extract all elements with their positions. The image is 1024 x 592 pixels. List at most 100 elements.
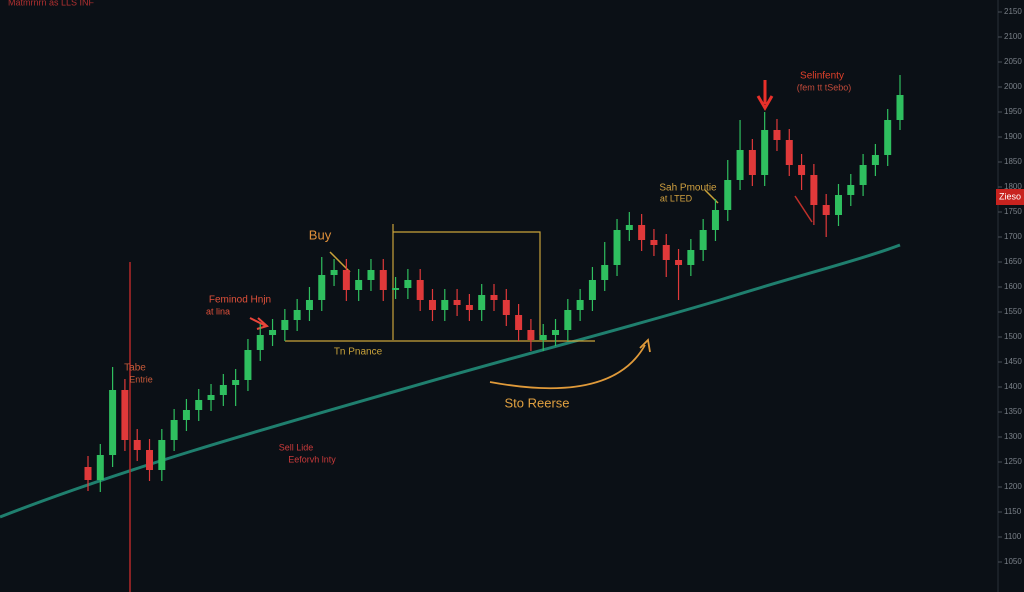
candle-body — [355, 280, 363, 290]
y-tick-label: 1250 — [1004, 457, 1022, 466]
annotation: Tn Pnance — [334, 347, 383, 358]
y-tick-label: 1150 — [1004, 507, 1022, 516]
candle-body — [871, 155, 879, 165]
candle-body — [84, 467, 92, 480]
y-tick-label: 1450 — [1004, 357, 1022, 366]
candle-body — [650, 240, 658, 245]
candle-body — [478, 295, 486, 310]
annotation: at lina — [206, 306, 230, 316]
annotation: Matmrnrn as LLS INF — [8, 0, 95, 7]
candle-body — [687, 250, 695, 265]
candle-body — [884, 120, 892, 155]
y-tick-label: 1850 — [1004, 157, 1022, 166]
candle-body — [305, 300, 313, 310]
annotation: Sto Reerse — [504, 395, 569, 410]
annotation: Selinfenty — [800, 71, 844, 82]
candle-body — [453, 300, 461, 305]
y-tick-label: 1550 — [1004, 307, 1022, 316]
candle-body — [859, 165, 867, 185]
annotation: Feminod Hnjn — [209, 295, 271, 306]
y-tick-label: 1500 — [1004, 332, 1022, 341]
y-tick-label: 2050 — [1004, 57, 1022, 66]
candle-body — [834, 195, 842, 215]
candle-body — [96, 455, 104, 480]
y-tick-label: 1200 — [1004, 482, 1022, 491]
candle-body — [330, 270, 338, 275]
candle-body — [847, 185, 855, 195]
candle-body — [798, 165, 806, 175]
y-tick-label: 1700 — [1004, 232, 1022, 241]
candle-body — [256, 335, 264, 350]
candle-body — [564, 310, 572, 330]
candle-body — [404, 280, 412, 288]
y-tick-label: 1050 — [1004, 557, 1022, 566]
candle-body — [662, 245, 670, 260]
candle-body — [170, 420, 178, 440]
candle-body — [539, 335, 547, 340]
candle-body — [527, 330, 535, 340]
candle-body — [515, 315, 523, 330]
y-tick-label: 1350 — [1004, 407, 1022, 416]
candle-body — [121, 390, 129, 440]
y-tick-label: 1650 — [1004, 257, 1022, 266]
candle-body — [748, 150, 756, 175]
candle-body — [490, 295, 498, 300]
candle-body — [416, 280, 424, 300]
candle-body — [207, 395, 215, 400]
candle-body — [552, 330, 560, 335]
candle-body — [785, 140, 793, 165]
candle-body — [810, 175, 818, 205]
price-label: Zieso — [999, 191, 1021, 201]
y-tick-label: 1950 — [1004, 107, 1022, 116]
candle-body — [822, 205, 830, 215]
candle-body — [392, 288, 400, 290]
annotation: Eeforvh lnty — [288, 454, 336, 464]
annotation: Buy — [309, 227, 332, 242]
candle-body — [182, 410, 190, 420]
candle-body — [711, 210, 719, 230]
candle-body — [195, 400, 203, 410]
candle-body — [367, 270, 375, 280]
candle-body — [232, 380, 240, 385]
price-label-bg — [996, 189, 1024, 205]
candle-body — [441, 300, 449, 310]
candle-body — [281, 320, 289, 330]
candle-body — [293, 310, 301, 320]
candle-body — [219, 385, 227, 395]
candle-body — [773, 130, 781, 140]
candle-body — [699, 230, 707, 250]
candle-body — [625, 225, 633, 230]
candle-body — [109, 390, 117, 455]
candle-body — [613, 230, 621, 265]
candle-body — [502, 300, 510, 315]
reverse-arrow — [489, 344, 646, 390]
candle-body — [724, 180, 732, 210]
candle-body — [576, 300, 584, 310]
y-tick-label: 2100 — [1004, 32, 1022, 41]
candle-body — [736, 150, 744, 180]
y-tick-label: 1900 — [1004, 132, 1022, 141]
candle-body — [342, 270, 350, 290]
annotation: at LTED — [660, 193, 693, 203]
candle-body — [146, 450, 154, 470]
annotation: Entrie — [129, 374, 153, 384]
y-tick-label: 2000 — [1004, 82, 1022, 91]
candle-body — [379, 270, 387, 290]
candle-body — [133, 440, 141, 450]
y-tick-label: 1600 — [1004, 282, 1022, 291]
y-tick-label: 1750 — [1004, 207, 1022, 216]
annotation: Sah Pmoutie — [659, 183, 717, 194]
candle-body — [465, 305, 473, 310]
y-tick-label: 1400 — [1004, 382, 1022, 391]
arrow-head — [639, 338, 651, 353]
annotation: (fem tt tSebo) — [797, 82, 852, 92]
candle-body — [158, 440, 166, 470]
annotation: Tabe — [124, 363, 146, 374]
candle-body — [675, 260, 683, 265]
pointer-line — [794, 195, 813, 223]
candle-body — [761, 130, 769, 175]
y-tick-label: 1100 — [1004, 532, 1022, 541]
candle-body — [269, 330, 277, 335]
